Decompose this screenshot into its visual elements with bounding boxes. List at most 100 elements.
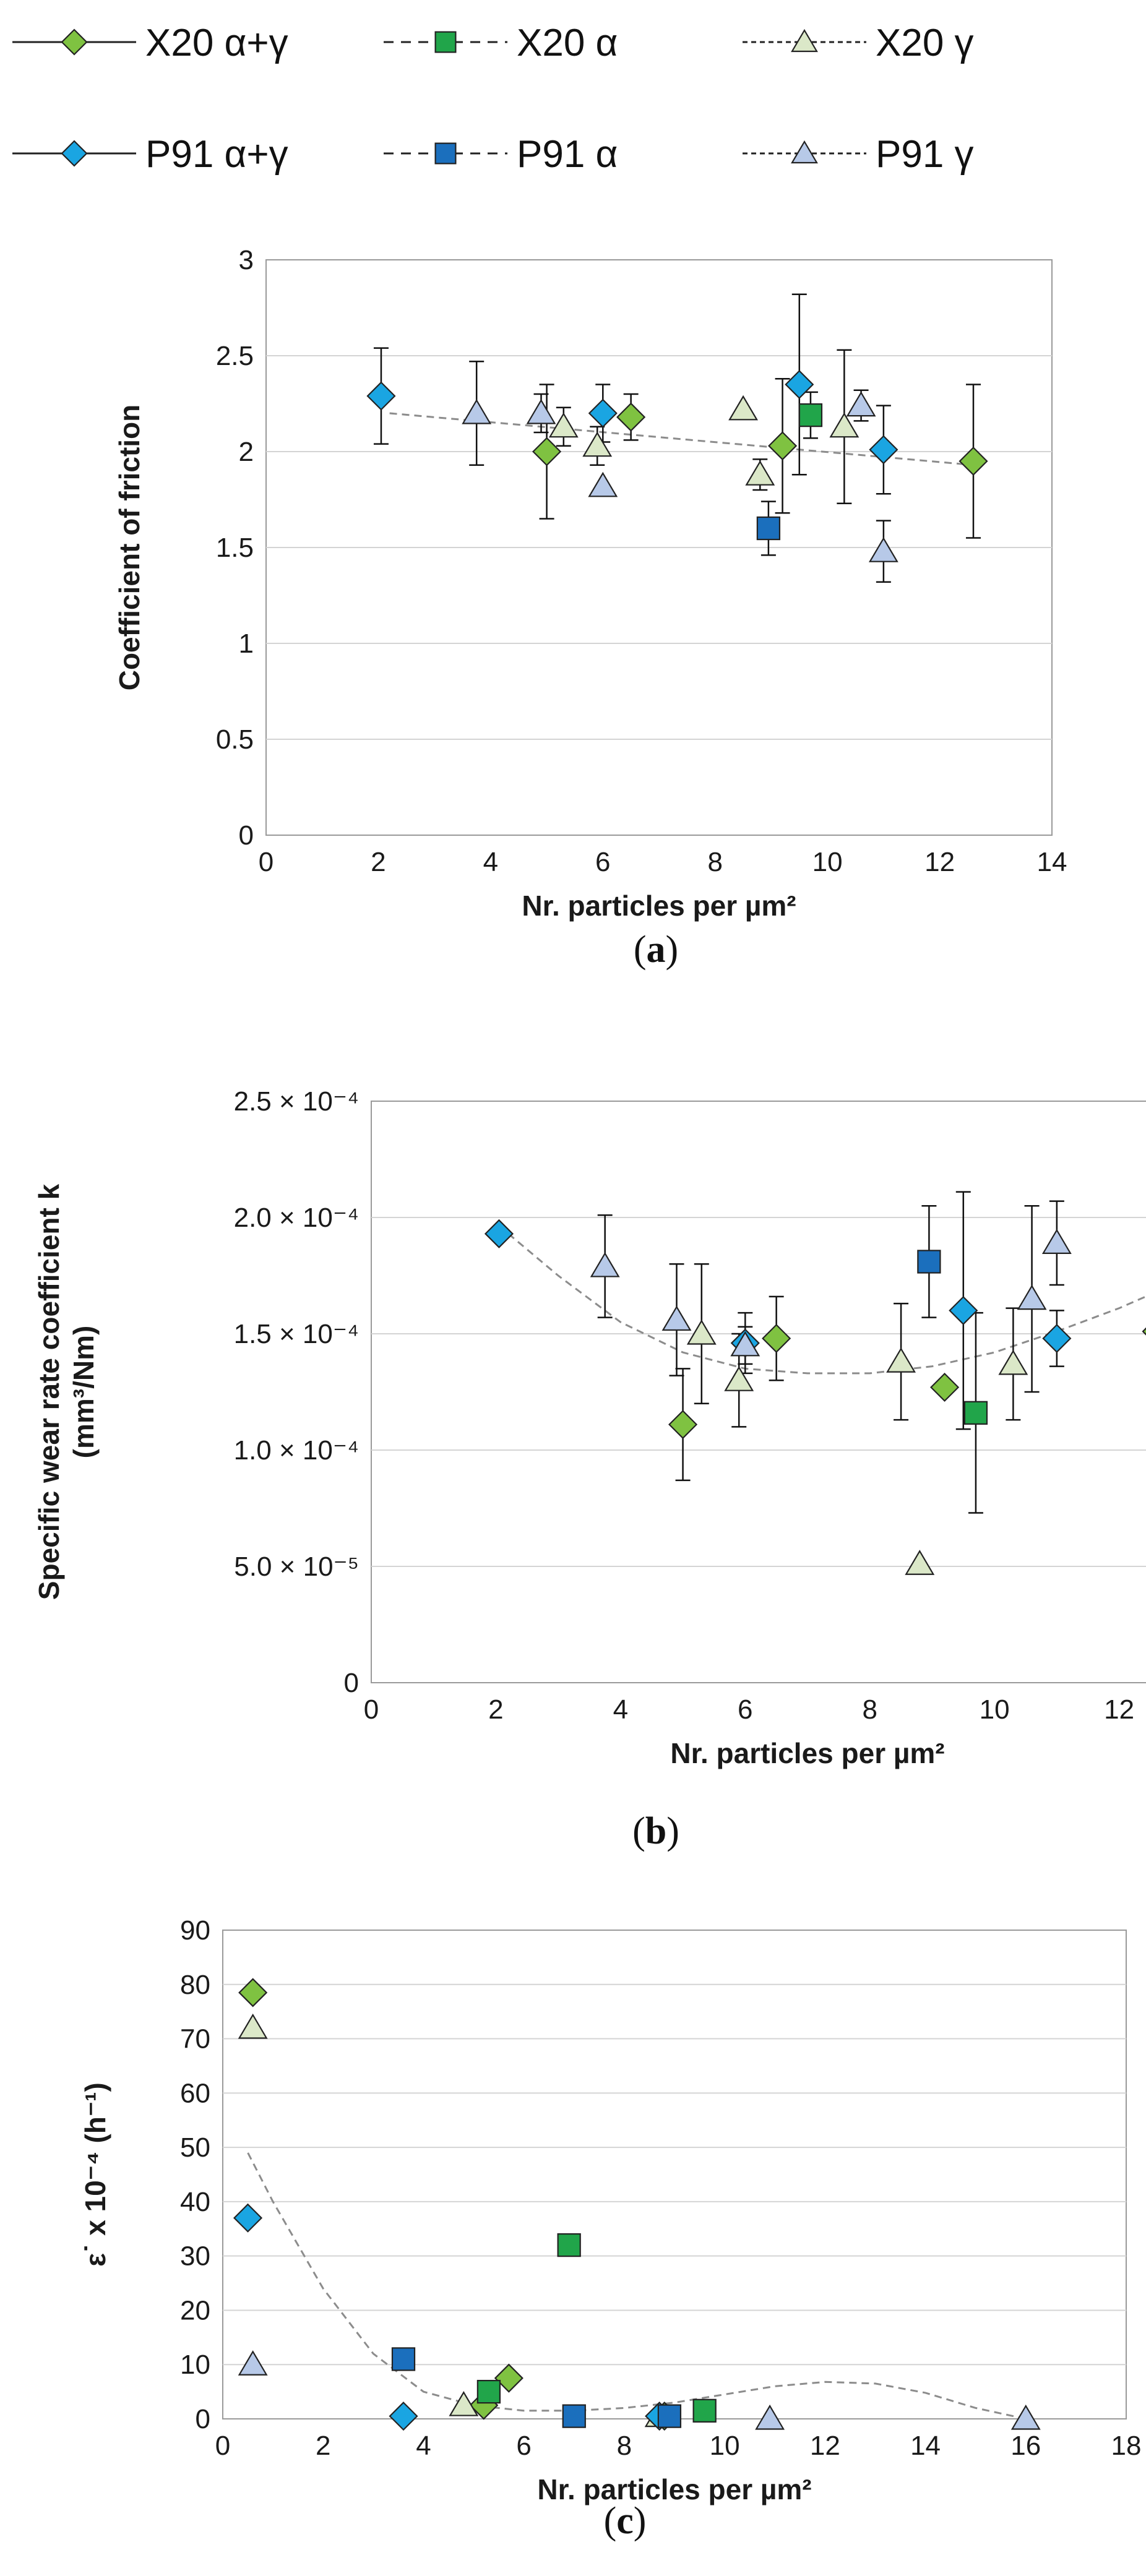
y-tick-label: 80 (180, 1970, 210, 2000)
y-tick-label: 50 (180, 2132, 210, 2163)
y-tick-label: 1.5 (216, 533, 254, 563)
x-tick-label: 4 (483, 847, 498, 877)
legend-marker (61, 140, 88, 167)
trend-line (507, 1233, 1146, 1375)
x-tick-label: 0 (215, 2431, 230, 2461)
data-point (548, 412, 579, 438)
data-point (590, 1252, 620, 1277)
x-axis-label: Nr. particles per µm² (522, 890, 796, 922)
x-tick-label: 8 (707, 847, 722, 877)
y-tick-label: 2.5 × 10⁻⁴ (234, 1086, 359, 1117)
x-tick-label: 10 (710, 2431, 740, 2461)
data-point (755, 2404, 785, 2430)
x-tick-label: 0 (259, 847, 274, 877)
data-point (949, 1295, 978, 1325)
data-point (233, 2203, 263, 2233)
legend-label: P91 α (517, 133, 618, 176)
data-point (526, 398, 556, 424)
x-tick-label: 8 (862, 1694, 877, 1725)
data-point (616, 402, 646, 432)
legend-label: X20 γ (876, 22, 974, 64)
y-tick-label: 0 (196, 2404, 210, 2434)
data-point (557, 2233, 581, 2257)
x-tick-label: 6 (595, 847, 610, 877)
x-tick-label: 10 (812, 847, 843, 877)
data-point (449, 2390, 479, 2416)
x-tick-label: 6 (738, 1694, 752, 1725)
x-axis-label: Nr. particles per µm² (670, 1737, 944, 1769)
y-tick-label: 3 (239, 245, 254, 275)
legend-marker (61, 28, 88, 56)
y-tick-label: 10 (180, 2350, 210, 2380)
y-axis-label: ε˙ x 10⁻⁴ (h⁻¹) (79, 2082, 111, 2267)
chart-b: 0 5.0 × 10⁻⁵ 1.0 × 10⁻⁴ 1.5 × 10⁻⁴ 2.0 × 10⁻… (33, 1086, 1146, 1852)
data-point (391, 2347, 416, 2371)
y-axis-unit-label: (mm³/Nm) (67, 1326, 100, 1459)
data-point (846, 391, 876, 417)
data-point (588, 398, 618, 428)
legend-marker (434, 142, 457, 165)
y-tick-label: 90 (180, 1915, 210, 1946)
y-tick-label: 0.5 (216, 724, 254, 755)
data-point (745, 460, 775, 486)
legend-marker (791, 140, 818, 164)
y-tick-label: 5.0 × 10⁻⁵ (234, 1552, 359, 1582)
x-tick-label: 2 (371, 847, 386, 877)
legend-marker (434, 31, 457, 53)
x-tick-label: 14 (910, 2431, 941, 2461)
x-tick-label: 18 (1111, 2431, 1142, 2461)
chart-c: 0 10 20 30 40 50 60 70 80 90 0 2 4 6 8 10 12 14 16 18 Nr. pa… (79, 1915, 1141, 2542)
data-point (869, 435, 898, 465)
y-tick-label: 2.0 × 10⁻⁴ (234, 1203, 359, 1233)
data-point (724, 1366, 754, 1391)
trend-line (247, 2152, 1027, 2420)
data-point (1142, 1327, 1146, 1336)
y-tick-label: 60 (180, 2078, 210, 2108)
data-point (785, 369, 814, 400)
data-point (886, 1347, 916, 1373)
data-point (562, 2404, 586, 2428)
y-tick-label: 20 (180, 2295, 210, 2325)
x-tick-label: 8 (617, 2431, 632, 2461)
data-point (476, 2379, 501, 2404)
x-axis-label: Nr. particles per µm² (537, 2473, 811, 2505)
data-point (668, 1410, 698, 1440)
data-point (1042, 1323, 1072, 1354)
data-point (917, 1250, 941, 1274)
y-axis-label: Coefficient of friction (113, 405, 145, 691)
data-point (756, 516, 781, 541)
caption: (a) (634, 929, 678, 971)
x-tick-label: 6 (516, 2431, 531, 2461)
x-tick-label: 12 (810, 2431, 840, 2461)
plot-area (222, 1930, 1127, 2419)
data-point (730, 1331, 760, 1357)
data-point (238, 2350, 268, 2376)
data-point (798, 403, 823, 427)
x-tick-label: 12 (1104, 1694, 1134, 1725)
plot-area (371, 1101, 1146, 1683)
data-point (494, 2363, 523, 2393)
data-point (532, 437, 562, 466)
data-point (692, 2398, 717, 2423)
data-point (657, 2404, 682, 2428)
legend: X20 α+γ X20 α X20 γ P91 α+γ P91 α P91 γ (12, 22, 974, 176)
data-point (905, 1550, 935, 1575)
data-point (238, 1978, 268, 2007)
data-point (868, 537, 898, 562)
x-tick-label: 16 (1010, 2431, 1041, 2461)
data-point (686, 1319, 717, 1345)
data-point (484, 1219, 514, 1248)
data-point (1041, 1229, 1072, 1254)
x-tick-label: 4 (416, 2431, 431, 2461)
y-tick-label: 0 (239, 820, 254, 851)
data-point (998, 1349, 1028, 1375)
x-tick-label: 12 (924, 847, 955, 877)
data-point (768, 431, 798, 461)
data-point (238, 2013, 268, 2039)
data-point (582, 431, 613, 457)
chart-a: 0 0.5 1 1.5 2 2.5 3 0 2 4 6 8 10 12 14 Nr. particles pe… (113, 245, 1067, 971)
y-tick-label: 1.0 × 10⁻⁴ (234, 1435, 359, 1466)
y-tick-label: 70 (180, 2024, 210, 2054)
data-point (366, 381, 396, 411)
